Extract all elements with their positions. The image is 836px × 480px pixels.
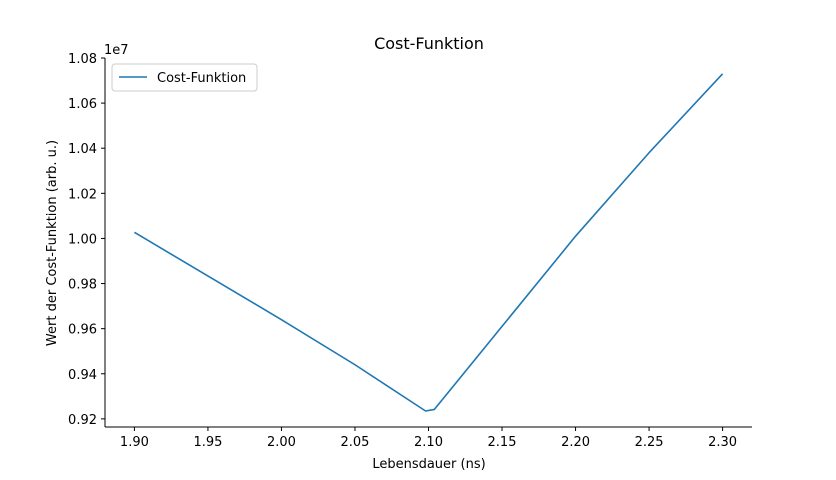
- y-tick-label: 1.06: [68, 97, 97, 112]
- y-tick-label: 0.96: [68, 323, 97, 338]
- series-line: [134, 73, 724, 412]
- plot-area: [134, 73, 724, 412]
- y-axis-ticks: 0.92 0.94 0.96 0.98 1.00 1.02 1.04 1.06 1.08: [68, 52, 105, 428]
- x-axis-ticks: 1.90 1.95 2.00 2.05 2.10 2.15 2.20 2.25 2.30: [120, 427, 737, 450]
- y-tick-label: 0.92: [68, 413, 97, 428]
- chart-title: Cost-Funktion: [374, 34, 484, 53]
- x-tick-label: 1.95: [193, 435, 222, 450]
- x-axis-label: Lebensdauer (ns): [372, 457, 485, 472]
- x-tick-label: 2.30: [708, 435, 737, 450]
- legend: Cost-Funktion: [111, 63, 258, 92]
- x-tick-label: 2.15: [488, 435, 517, 450]
- x-tick-label: 2.10: [414, 435, 443, 450]
- y-tick-label: 1.04: [68, 142, 97, 157]
- x-tick-label: 2.00: [267, 435, 296, 450]
- y-offset-label: 1e7: [104, 43, 129, 58]
- legend-box: [111, 63, 258, 92]
- y-tick-label: 1.00: [68, 232, 97, 247]
- x-tick-label: 2.25: [635, 435, 664, 450]
- y-axis-label: Wert der Cost-Funktion (arb. u.): [45, 140, 60, 346]
- y-tick-label: 0.94: [68, 368, 97, 383]
- y-tick-label: 0.98: [68, 278, 97, 293]
- x-tick-label: 2.20: [561, 435, 590, 450]
- y-tick-label: 1.08: [68, 52, 97, 67]
- x-tick-label: 1.90: [120, 435, 149, 450]
- x-tick-label: 2.05: [341, 435, 370, 450]
- y-tick-label: 1.02: [68, 187, 97, 202]
- legend-label: Cost-Funktion: [157, 71, 246, 86]
